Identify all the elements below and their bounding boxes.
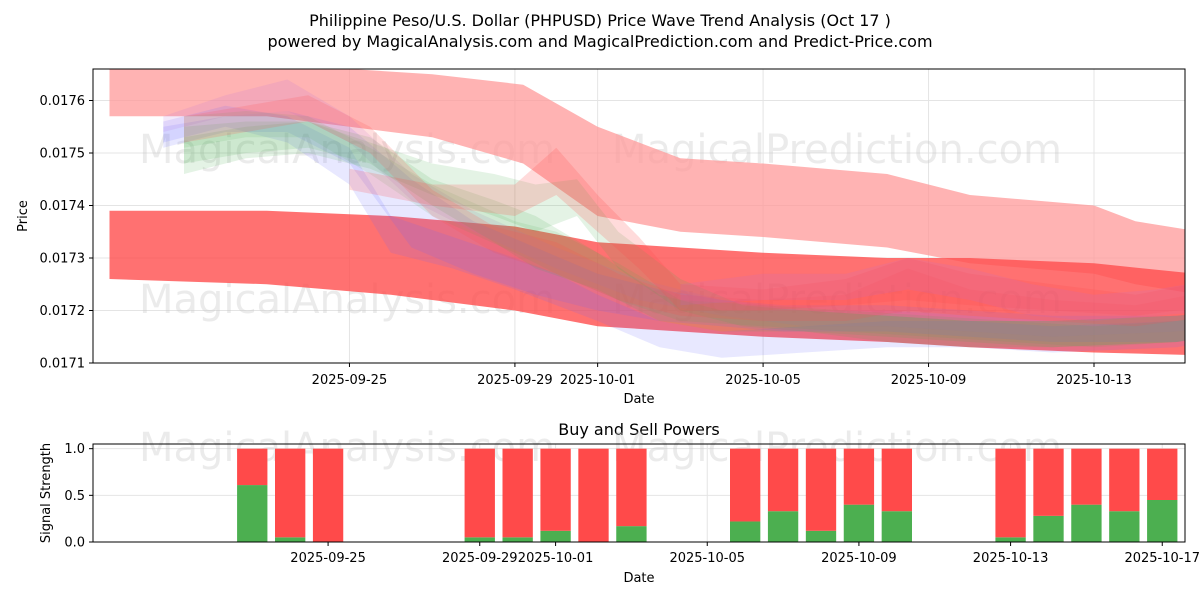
- buy-bar: [237, 485, 268, 542]
- buy-bar: [767, 511, 799, 542]
- price-y-tick-label: 0.0172: [40, 304, 86, 319]
- buy-bar: [995, 537, 1026, 542]
- price-x-tick-label: 2025-10-09: [891, 373, 967, 388]
- signal-axes: 2025-09-25 2025-09-29 2025-10-01 2025-10-05…: [64, 442, 1200, 566]
- sell-bar: [995, 448, 1026, 538]
- signal-y-tick-label: 1.0: [64, 442, 85, 457]
- price-x-tick-label: 2025-10-05: [725, 373, 801, 388]
- buy-bar: [1147, 500, 1178, 542]
- wave-band-blue: [163, 111, 1185, 342]
- wave-band-green: [184, 121, 1185, 348]
- sell-bar: [730, 448, 761, 522]
- sell-bar: [805, 448, 837, 531]
- signal-x-tick-label: 2025-10-01: [518, 551, 594, 566]
- buy-bar: [1071, 504, 1102, 542]
- buy-bar: [540, 530, 571, 542]
- price-x-tick-label: 2025-09-29: [477, 373, 553, 388]
- sell-bar: [881, 448, 912, 512]
- buy-bar: [805, 530, 837, 542]
- sell-bar: [1071, 448, 1102, 505]
- price-y-tick-label: 0.0176: [40, 94, 86, 109]
- sell-bar: [464, 448, 495, 538]
- signal-y-axis-label: Signal Strength: [39, 443, 54, 543]
- sell-bar: [502, 448, 533, 538]
- price-axes: 2025-09-25 2025-09-29 2025-10-01 2025-10-05…: [40, 94, 1132, 388]
- chart-title-line2: powered by MagicalAnalysis.com and Magic…: [267, 32, 932, 51]
- price-x-tick-label: 2025-09-25: [312, 373, 388, 388]
- buy-bar: [1033, 515, 1064, 542]
- watermark-prediction-bottom: MagicalPrediction.com: [612, 425, 1062, 471]
- sell-bar: [540, 448, 571, 531]
- trend-band-upper: [109, 69, 1185, 293]
- wave-band-red: [349, 147, 1185, 316]
- sell-bar: [312, 448, 344, 542]
- buy-bar: [464, 537, 495, 542]
- buy-bar: [730, 521, 761, 542]
- sell-bar: [767, 448, 799, 512]
- price-panel: MagicalAnalysis.com MagicalPrediction.co…: [16, 68, 1186, 407]
- sell-bar: [616, 448, 647, 527]
- chart-title-line1: Philippine Peso/U.S. Dollar (PHPUSD) Pri…: [309, 11, 891, 30]
- buy-bar: [843, 504, 875, 542]
- signal-bars-layer: [237, 448, 1178, 542]
- signal-y-tick-label: 0.0: [64, 536, 85, 551]
- price-y-tick-label: 0.0175: [40, 147, 86, 162]
- signal-x-tick-label: 2025-10-17: [1124, 551, 1200, 566]
- buy-bar: [1109, 511, 1140, 542]
- wave-band-blue: [163, 105, 1185, 358]
- price-x-tick-label: 2025-10-01: [560, 373, 636, 388]
- price-clipped-group: [109, 69, 1185, 358]
- sell-bar: [1109, 448, 1140, 512]
- price-y-tick-label: 0.0171: [40, 357, 86, 372]
- sell-bar: [1147, 448, 1178, 500]
- wave-band-purple: [680, 258, 1185, 321]
- price-y-axis-label: Price: [16, 200, 31, 232]
- price-plot-frame: [92, 68, 1186, 364]
- buy-bar: [502, 537, 533, 542]
- signal-plot-frame: [92, 443, 1186, 543]
- buy-bar: [881, 511, 912, 542]
- buy-bar: [616, 526, 647, 542]
- price-y-tick-label: 0.0174: [40, 199, 86, 214]
- signal-x-tick-label: 2025-10-09: [821, 551, 897, 566]
- wave-band-purple: [163, 79, 1185, 337]
- signal-x-tick-label: 2025-09-25: [290, 551, 366, 566]
- price-series-layer: [109, 69, 1185, 358]
- signal-x-tick-label: 2025-10-13: [973, 551, 1049, 566]
- price-x-axis-label: Date: [623, 392, 654, 407]
- wave-band-red: [184, 95, 1185, 327]
- signal-y-tick-label: 0.5: [64, 489, 85, 504]
- wave-band-green: [184, 121, 1185, 348]
- sell-bar: [1033, 448, 1064, 516]
- signal-x-axis-label: Date: [623, 571, 654, 586]
- price-x-tick-label: 2025-10-13: [1056, 373, 1132, 388]
- buy-bar: [275, 537, 306, 542]
- price-y-tick-label: 0.0173: [40, 252, 86, 267]
- sell-bar: [275, 448, 306, 538]
- trend-band-lower: [109, 210, 1185, 355]
- sell-bar: [843, 448, 875, 505]
- sell-bar: [578, 448, 609, 542]
- sell-bar: [237, 448, 268, 486]
- signal-x-tick-label: 2025-10-05: [669, 551, 745, 566]
- signal-x-tick-label: 2025-09-29: [442, 551, 518, 566]
- signal-chart-title: Buy and Sell Powers: [558, 420, 720, 439]
- signal-panel: Buy and Sell Powers MagicalAnalysis.com …: [39, 420, 1200, 586]
- wave-band-green: [184, 111, 1185, 348]
